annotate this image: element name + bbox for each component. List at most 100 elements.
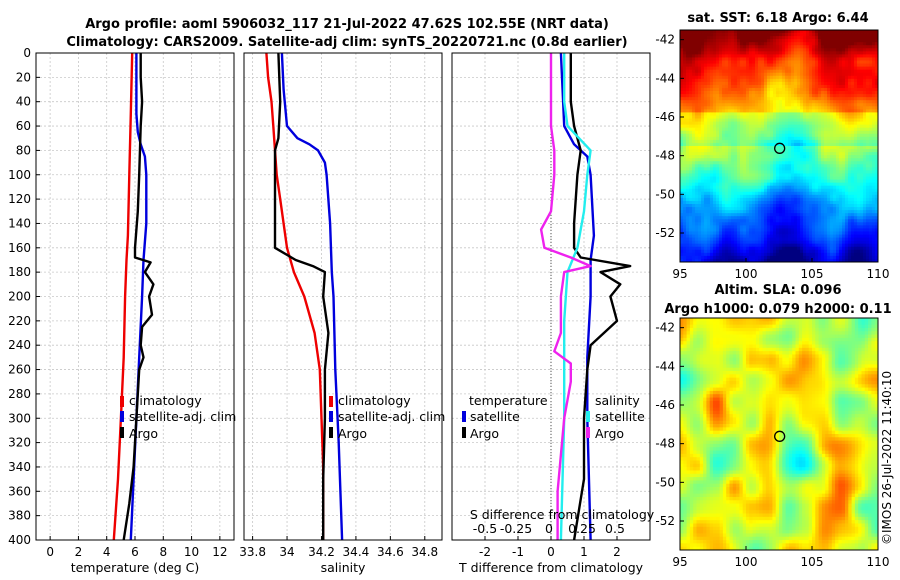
map-cell (854, 139, 858, 144)
map-cell (860, 54, 864, 58)
map-cell (824, 194, 828, 199)
map-cell (800, 88, 804, 92)
map-cell (848, 103, 852, 107)
map-cell (797, 219, 801, 223)
map-cell (701, 158, 705, 162)
map-cell (869, 240, 873, 245)
map-cell (734, 63, 738, 68)
map-cell (797, 207, 801, 211)
map-cell (686, 72, 690, 77)
map-cell (725, 84, 729, 89)
map-cell (713, 103, 717, 107)
map-cell (680, 75, 684, 80)
map-cell (842, 121, 846, 126)
map-cell (782, 219, 786, 223)
map-cell (827, 78, 831, 83)
map-cell (851, 75, 855, 80)
map-cell (851, 133, 855, 138)
map-cell (692, 63, 696, 68)
map-cell (809, 133, 813, 138)
map-cell (854, 69, 858, 74)
map-cell (698, 121, 702, 126)
map-cell (740, 237, 744, 242)
map-cell (701, 103, 705, 107)
map-cell (683, 66, 687, 71)
map-cell (707, 219, 711, 223)
map-cell (722, 176, 726, 180)
map-cell (725, 246, 729, 251)
map-cell (779, 109, 783, 113)
map-cell (827, 112, 831, 116)
map-cell (806, 240, 810, 245)
map-cell (803, 225, 807, 229)
map-cell (743, 173, 747, 177)
map-cell (689, 222, 693, 226)
map-cell (689, 130, 693, 135)
map-cell (797, 152, 801, 156)
map-cell (755, 155, 759, 159)
map-cell (794, 188, 798, 193)
map-cell (848, 167, 852, 171)
map-cell (821, 231, 825, 235)
map-cell (728, 152, 732, 156)
map-cell (842, 182, 846, 187)
map-cell (782, 155, 786, 159)
map-cell (701, 197, 705, 202)
map-cell (695, 149, 699, 153)
map-cell (860, 51, 864, 55)
map-cell (764, 155, 768, 159)
map-cell (680, 222, 684, 226)
map-cell (788, 225, 792, 229)
map-cell (863, 63, 867, 68)
map-cell (731, 240, 735, 245)
map-cell (764, 60, 768, 64)
map-cell (803, 237, 807, 242)
map-cell (701, 91, 705, 95)
map-cell (683, 207, 687, 211)
map-cell (746, 115, 750, 119)
map-cell (710, 124, 714, 129)
map-cell (791, 246, 795, 251)
map-cell (695, 213, 699, 217)
map-cell (698, 91, 702, 95)
map-cell (752, 185, 756, 190)
map-cell (734, 127, 738, 132)
map-cell (689, 173, 693, 177)
map-cell (704, 216, 708, 220)
map-cell (794, 39, 798, 43)
map-cell (845, 36, 849, 40)
map-cell (713, 54, 717, 58)
map-cell (704, 173, 708, 177)
map-cell (839, 225, 843, 229)
map-cell (773, 167, 777, 171)
map-cell (812, 210, 816, 214)
map-cell (707, 63, 711, 68)
map-cell (824, 243, 828, 248)
map-cell (737, 42, 741, 46)
map-cell (761, 88, 765, 92)
map-cell (692, 237, 696, 242)
map-cell (788, 60, 792, 64)
map-cell (806, 136, 810, 141)
map-cell (710, 231, 714, 235)
map-cell (851, 72, 855, 77)
map-cell (740, 188, 744, 193)
map-cell (854, 33, 858, 37)
map-cell (851, 146, 855, 150)
map-cell (692, 66, 696, 71)
salinity-legend: climatology satellite-adj. clim Argo (329, 393, 445, 441)
map-cell (704, 179, 708, 184)
map-cell (779, 84, 783, 89)
map-cell (689, 246, 693, 251)
map-cell (857, 167, 861, 171)
map-cell (764, 112, 768, 116)
map-cell (695, 161, 699, 165)
map-cell (731, 66, 735, 71)
map-cell (836, 179, 840, 184)
map-cell (794, 133, 798, 138)
map-cell (698, 36, 702, 40)
map-cell (875, 81, 879, 86)
map-cell (809, 216, 813, 220)
map-cell (716, 188, 720, 193)
map-cell (734, 139, 738, 144)
